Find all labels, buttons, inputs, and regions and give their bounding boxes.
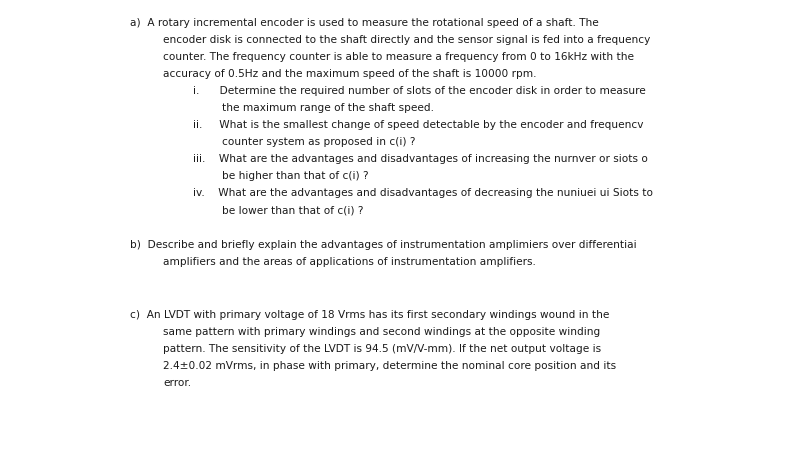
Text: iv.    What are the advantages and disadvantages of decreasing the nuniuei ui Si: iv. What are the advantages and disadvan…	[193, 188, 653, 198]
Text: counter system as proposed in c(i) ?: counter system as proposed in c(i) ?	[222, 137, 416, 147]
Text: same pattern with primary windings and second windings at the opposite winding: same pattern with primary windings and s…	[163, 327, 600, 337]
Text: i.      Determine the required number of slots of the encoder disk in order to m: i. Determine the required number of slot…	[193, 86, 646, 96]
Text: iii.    What are the advantages and disadvantages of increasing the nurnver or s: iii. What are the advantages and disadva…	[193, 154, 648, 164]
Text: ii.     What is the smallest change of speed detectable by the encoder and frequ: ii. What is the smallest change of speed…	[193, 120, 643, 130]
Text: b)  Describe and briefly explain the advantages of instrumentation amplimiers ov: b) Describe and briefly explain the adva…	[130, 240, 637, 250]
Text: error.: error.	[163, 378, 191, 388]
Text: 2.4±0.02 mVrms, in phase with primary, determine the nominal core position and i: 2.4±0.02 mVrms, in phase with primary, d…	[163, 361, 616, 371]
Text: encoder disk is connected to the shaft directly and the sensor signal is fed int: encoder disk is connected to the shaft d…	[163, 35, 650, 45]
Text: c)  An LVDT with primary voltage of 18 Vrms has its first secondary windings wou: c) An LVDT with primary voltage of 18 Vr…	[130, 310, 609, 320]
Text: be higher than that of c(i) ?: be higher than that of c(i) ?	[222, 171, 369, 181]
Text: be lower than that of c(i) ?: be lower than that of c(i) ?	[222, 205, 363, 215]
Text: a)  A rotary incremental encoder is used to measure the rotational speed of a sh: a) A rotary incremental encoder is used …	[130, 18, 599, 28]
Text: pattern. The sensitivity of the LVDT is 94.5 (mV/V-mm). If the net output voltag: pattern. The sensitivity of the LVDT is …	[163, 344, 601, 354]
Text: counter. The frequency counter is able to measure a frequency from 0 to 16kHz wi: counter. The frequency counter is able t…	[163, 52, 634, 62]
Text: the maximum range of the shaft speed.: the maximum range of the shaft speed.	[222, 103, 434, 113]
Text: accuracy of 0.5Hz and the maximum speed of the shaft is 10000 rpm.: accuracy of 0.5Hz and the maximum speed …	[163, 69, 537, 79]
Text: amplifiers and the areas of applications of instrumentation amplifiers.: amplifiers and the areas of applications…	[163, 257, 536, 267]
